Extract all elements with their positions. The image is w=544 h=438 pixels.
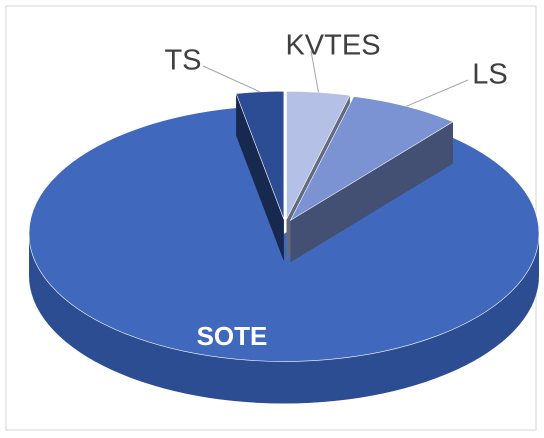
slice-side-shade [29,233,540,404]
slice-wall-shade [290,121,453,263]
category-label: KVTES [285,30,380,62]
slice-side [29,233,540,404]
leader-line [310,50,319,93]
slice-wall [290,121,453,263]
category-label: LS [472,59,507,91]
leader-line [202,65,261,93]
slice-label: SOTE [197,321,268,351]
category-label: TS [164,45,201,77]
slice-wall [236,93,284,262]
slice-wall-shade [236,93,284,262]
slice [286,90,351,220]
slice [235,90,285,220]
leader-line [406,79,469,107]
pie [28,90,540,404]
slice [289,96,454,222]
